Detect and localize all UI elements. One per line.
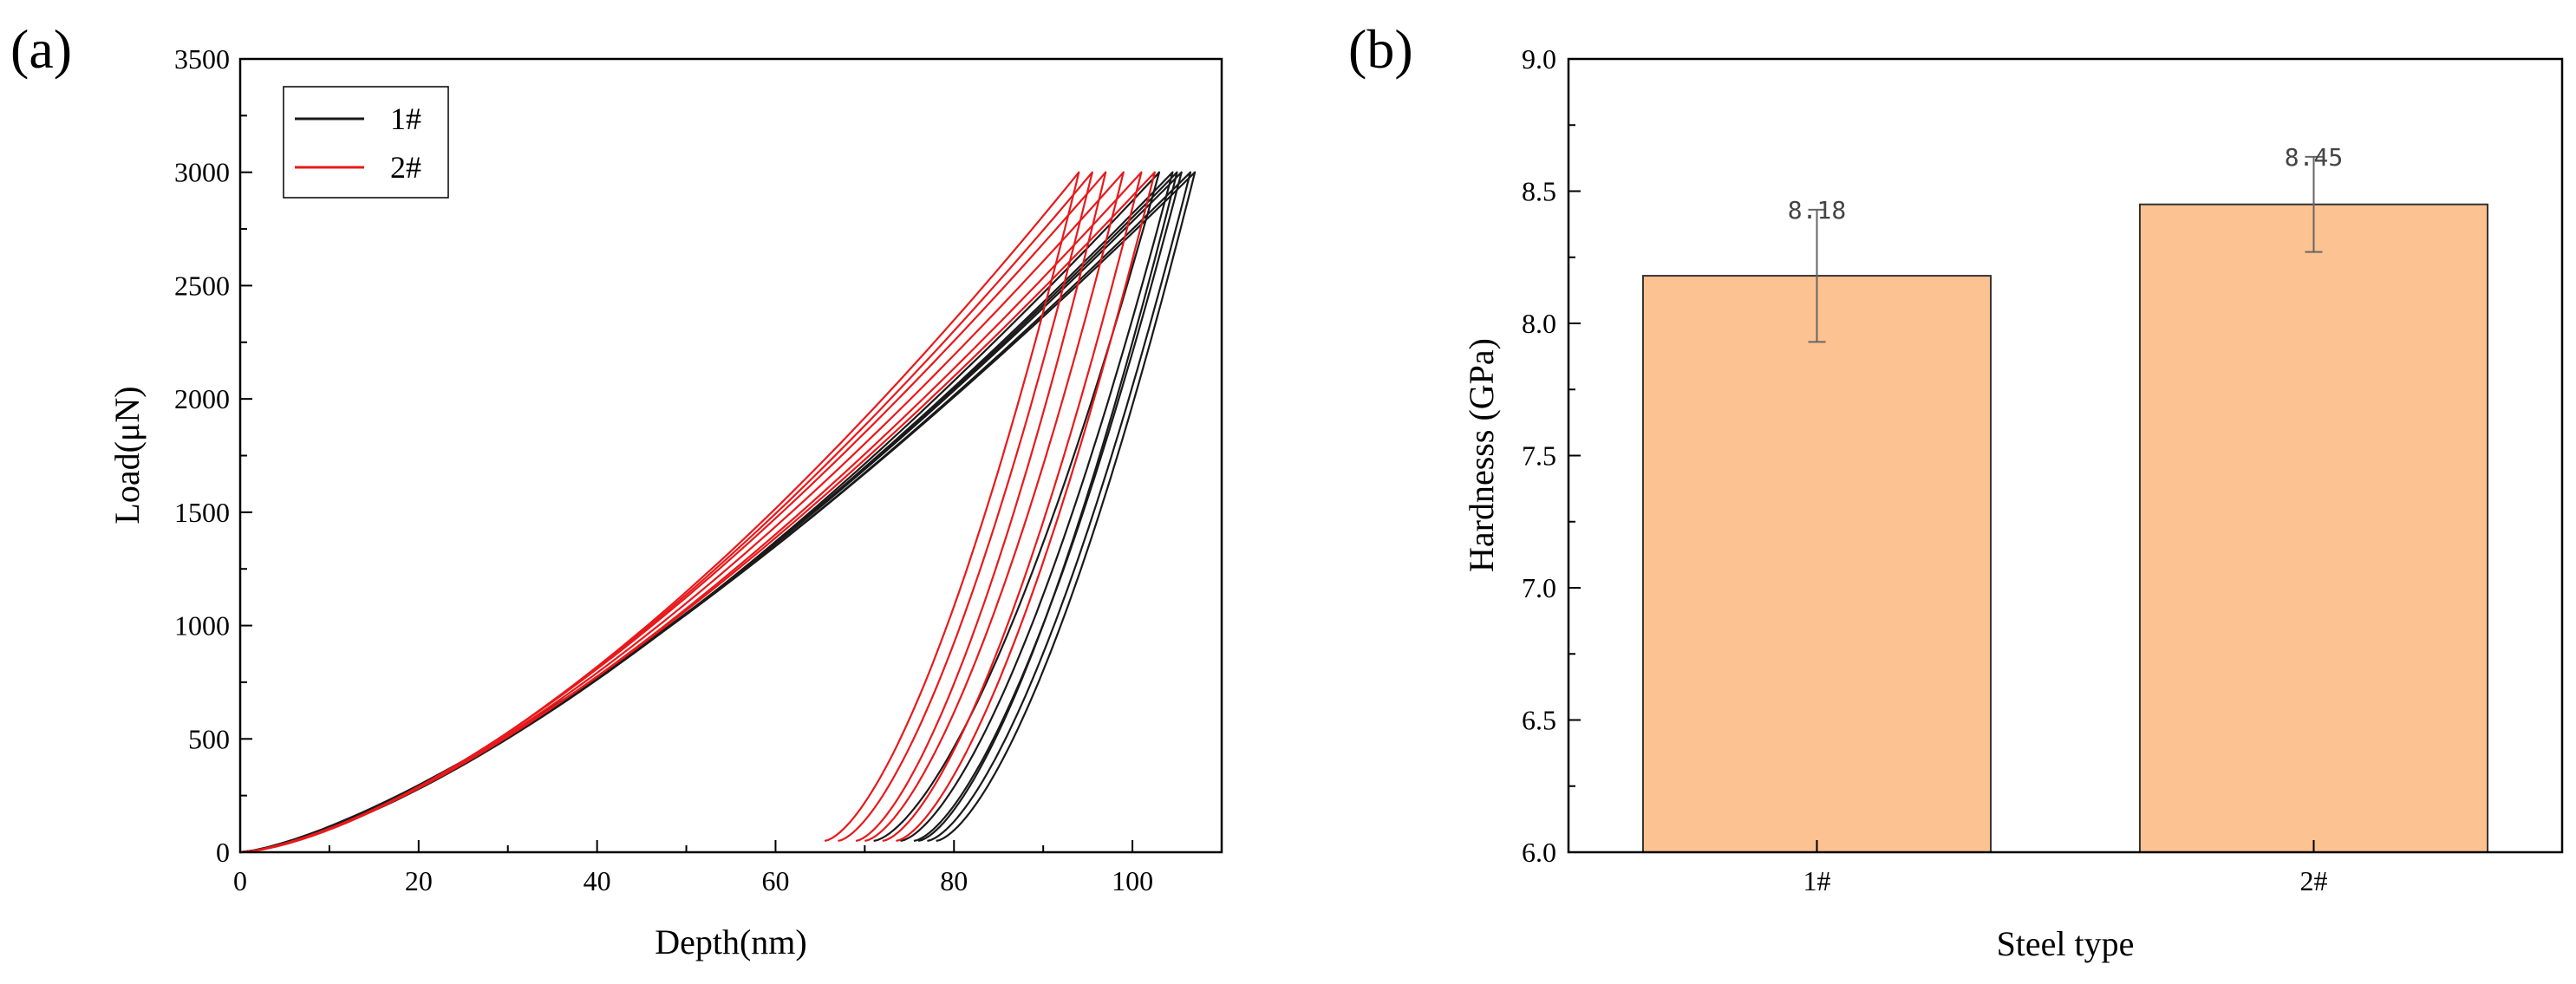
bar-1# xyxy=(1641,275,1992,854)
load-depth-curves xyxy=(239,171,1197,854)
hardness-bars: 8.18 8.45 xyxy=(1641,143,2489,854)
load-depth-curve-1# xyxy=(239,171,1197,854)
load-depth-curve-2# xyxy=(239,171,1156,854)
steel-type-tick-label: 2# xyxy=(2300,865,2328,896)
y-tick-label: 3500 xyxy=(174,43,230,75)
steel-type-tick-label: 1# xyxy=(1803,865,1831,896)
y-tick-label: 1000 xyxy=(174,610,230,642)
legend-label-2: 2# xyxy=(390,150,421,185)
y-tick-label: 3000 xyxy=(174,157,230,188)
x-tick-label: 40 xyxy=(584,865,611,896)
legend-label-1: 1# xyxy=(390,101,421,136)
steel-type-axis-title: Steel type xyxy=(1997,924,2135,963)
hardness-bar-chart: (b) 8.188.45 6.06.57.07.58.08.59.0 1# 2# … xyxy=(1348,18,2564,963)
x-tick-label: 60 xyxy=(761,865,789,896)
load-depth-curve-2# xyxy=(239,171,1107,854)
x-tick-label: 20 xyxy=(405,865,433,896)
x-tick-label: 80 xyxy=(940,865,968,896)
load-depth-curve-1# xyxy=(239,171,1192,854)
load-depth-curve-1# xyxy=(239,171,1161,854)
legend: 1# 2# xyxy=(283,86,449,199)
x-tick-label: 100 xyxy=(1112,865,1153,896)
load-depth-chart: (a) 0 20 40 60 80 100 0 500 1000 1500 2000 2500 300… xyxy=(10,18,1223,961)
load-depth-curve-2# xyxy=(239,171,1093,854)
legend-item-1: 1# xyxy=(295,101,421,136)
panel-a-label: (a) xyxy=(10,18,72,80)
y-tick-label: 1500 xyxy=(174,497,230,528)
x-tick-label: 0 xyxy=(233,865,247,896)
load-depth-curve-1# xyxy=(239,171,1183,854)
x-axis-ticks: 0 20 40 60 80 100 xyxy=(233,840,1153,896)
x-axis-title: Depth(nm) xyxy=(655,922,807,961)
load-depth-curve-1# xyxy=(239,171,1174,854)
panel-b-label: (b) xyxy=(1348,18,1413,80)
hardness-y-tick-label: 7.0 xyxy=(1522,572,1556,603)
legend-item-2: 2# xyxy=(295,150,421,185)
value-label-1#: 8.18 xyxy=(1788,196,1846,225)
y-tick-label: 0 xyxy=(216,837,230,868)
y-tick-label: 500 xyxy=(188,723,230,754)
y-tick-label: 2500 xyxy=(174,270,230,301)
hardness-axis-title: Hardnesss (GPa) xyxy=(1462,338,1501,572)
load-depth-curve-2# xyxy=(239,171,1125,854)
hardness-y-tick-label: 6.5 xyxy=(1522,705,1556,736)
load-depth-curve-1# xyxy=(239,171,1178,854)
hardness-y-tick-label: 8.5 xyxy=(1522,176,1556,207)
hardness-y-tick-label: 6.0 xyxy=(1522,837,1556,868)
value-label-2#: 8.45 xyxy=(2285,143,2343,172)
y-axis-title: Load(μN) xyxy=(108,386,147,524)
steel-type-ticks: 1# 2# xyxy=(1803,840,2328,896)
load-depth-curve-2# xyxy=(239,171,1143,854)
legend-box xyxy=(283,86,449,199)
y-tick-label: 2000 xyxy=(174,383,230,414)
hardness-y-axis-ticks: 6.0 6.5 7.0 7.5 8.0 8.5 9.0 xyxy=(1522,43,1581,868)
hardness-y-tick-label: 7.5 xyxy=(1522,440,1556,472)
hardness-y-tick-label: 9.0 xyxy=(1522,43,1556,75)
bar-2# xyxy=(2138,203,2489,853)
hardness-y-tick-label: 8.0 xyxy=(1522,308,1556,339)
y-axis-ticks: 0 500 1000 1500 2000 2500 3000 3500 xyxy=(174,43,252,868)
